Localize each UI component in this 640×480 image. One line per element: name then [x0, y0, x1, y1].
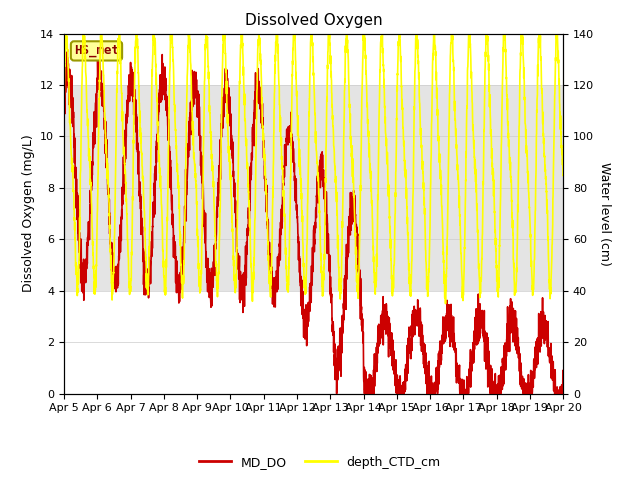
- depth_CTD_cm: [62, 31, 70, 36]
- Legend: MD_DO, depth_CTD_cm: MD_DO, depth_CTD_cm: [195, 451, 445, 474]
- MD_DO: [60, 109, 68, 115]
- depth_CTD_cm: [550, 144, 557, 149]
- depth_CTD_cm: [147, 164, 155, 169]
- Bar: [64, 85, 563, 188]
- MD_DO: [559, 391, 567, 396]
- MD_DO: [63, 49, 70, 55]
- MD_DO: [496, 377, 504, 383]
- MD_DO: [117, 225, 125, 230]
- Line: MD_DO: MD_DO: [64, 52, 563, 394]
- depth_CTD_cm: [252, 179, 259, 185]
- MD_DO: [550, 388, 557, 394]
- depth_CTD_cm: [60, 109, 68, 115]
- depth_CTD_cm: [559, 172, 567, 178]
- depth_CTD_cm: [496, 226, 504, 232]
- MD_DO: [273, 276, 281, 282]
- Line: depth_CTD_cm: depth_CTD_cm: [64, 34, 563, 304]
- Title: Dissolved Oxygen: Dissolved Oxygen: [244, 13, 383, 28]
- depth_CTD_cm: [442, 300, 449, 307]
- Y-axis label: Water level (cm): Water level (cm): [598, 162, 611, 265]
- depth_CTD_cm: [117, 80, 125, 86]
- Text: HS_met: HS_met: [74, 44, 119, 58]
- depth_CTD_cm: [273, 39, 281, 45]
- MD_DO: [147, 264, 155, 270]
- Bar: [64, 188, 563, 291]
- MD_DO: [252, 70, 259, 76]
- MD_DO: [333, 391, 340, 396]
- Y-axis label: Dissolved Oxygen (mg/L): Dissolved Oxygen (mg/L): [22, 135, 35, 292]
